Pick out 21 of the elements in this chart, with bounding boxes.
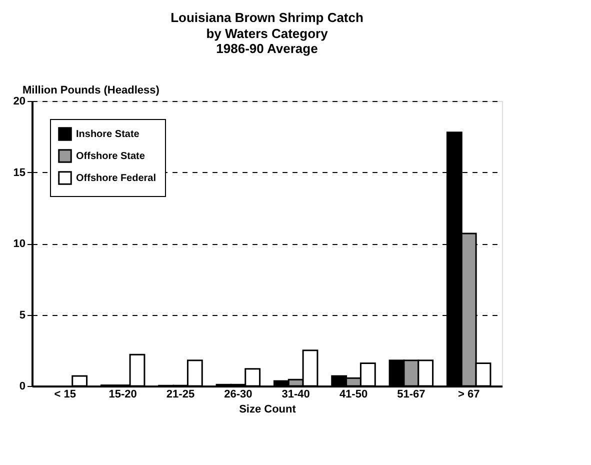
legend-label: Offshore State (76, 151, 146, 162)
y-axis-title: Million Pounds (Headless) (22, 84, 160, 96)
x-tick-label: 21-25 (166, 388, 195, 400)
x-tick-label: 51-67 (397, 388, 426, 400)
text: by Waters Category (206, 26, 328, 41)
x-tick-label: 31-40 (282, 388, 310, 400)
legend-label: Inshore State (76, 129, 140, 140)
x-tick-label: < 15 (54, 388, 76, 400)
x-tick-label: 41-50 (339, 388, 368, 400)
chart-title: Louisiana Brown Shrimp Catch (170, 10, 364, 25)
text: 1986-90 Average (216, 41, 318, 56)
x-tick-label: 15-20 (108, 388, 137, 400)
y-tick-label: 0 (19, 380, 26, 392)
x-axis-title: Size Count (239, 404, 296, 416)
y-tick-label: 20 (13, 96, 26, 108)
y-tick-label: 10 (13, 238, 26, 250)
legend-label: Offshore Federal (76, 173, 156, 184)
x-tick-label: > 67 (458, 388, 480, 400)
y-tick-label: 15 (13, 166, 26, 179)
x-tick-label: 26-30 (224, 388, 252, 400)
y-tick-label: 5 (19, 309, 26, 322)
